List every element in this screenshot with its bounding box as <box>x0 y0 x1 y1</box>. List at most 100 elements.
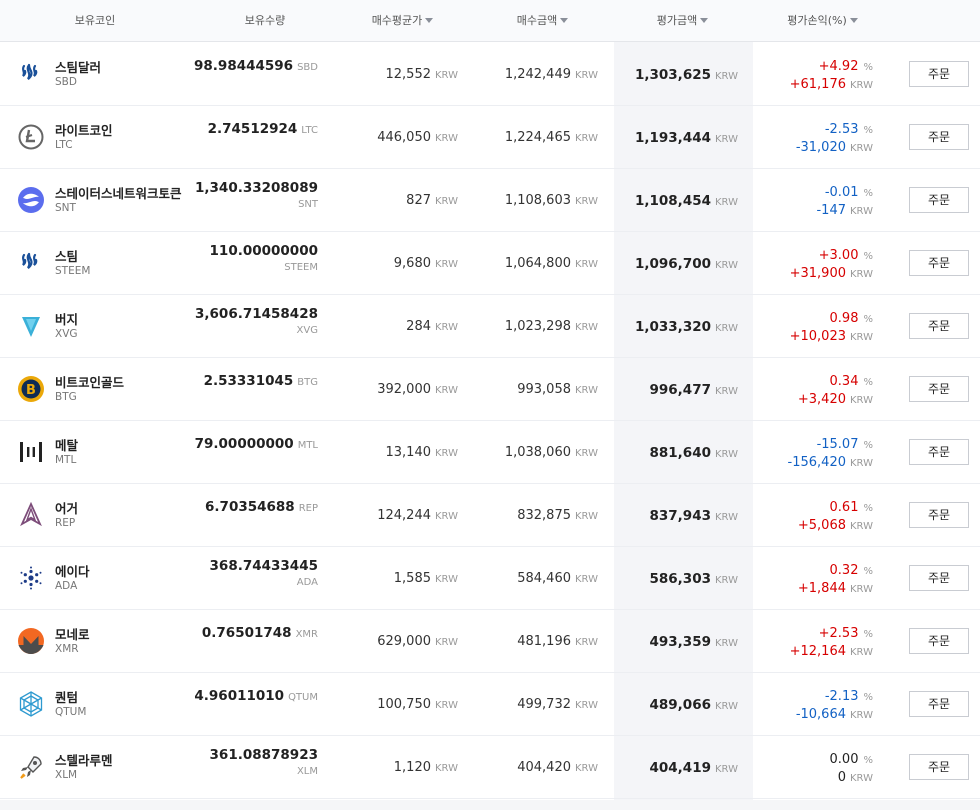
holding-qty: 1,340.33208089 SNT <box>195 180 318 210</box>
profit-krw: +10,023 <box>789 329 846 344</box>
profit-loss: -2.53% -31,020 KRW <box>795 122 873 155</box>
order-button[interactable]: 주문 <box>909 61 969 87</box>
order-button[interactable]: 주문 <box>909 187 969 213</box>
coin-name[interactable]: 메탈 <box>55 438 79 453</box>
order-button[interactable]: 주문 <box>909 439 969 465</box>
order-button[interactable]: 주문 <box>909 691 969 717</box>
eval-amount: 996,477 KRW <box>649 382 739 398</box>
eval-amount: 493,359 KRW <box>649 634 739 650</box>
profit-krw: -147 <box>816 203 846 218</box>
table-row: 에이다 ADA 368.74433445 ADA 1,585 KRW 584,460 KRW 5… <box>0 547 980 610</box>
monero-icon <box>17 627 45 655</box>
eval-amount-column-highlight <box>614 0 753 800</box>
table-row: 스테이터스네트워크토큰 SNT 1,340.33208089 SNT 827 KRW 1,1… <box>0 169 980 232</box>
profit-pct: +2.53 <box>818 626 859 641</box>
stellar-icon <box>17 753 45 781</box>
order-button[interactable]: 주문 <box>909 376 969 402</box>
buy-amount: 832,875 KRW <box>517 508 598 523</box>
sort-down-icon <box>560 18 569 23</box>
holding-qty: 2.74512924 LTC <box>207 121 318 137</box>
coin-name[interactable]: 스팀 <box>55 249 79 264</box>
header-eval-amount[interactable]: 평가금액 <box>630 0 735 42</box>
sort-down-icon <box>700 18 709 23</box>
eval-amount: 586,303 KRW <box>649 571 739 587</box>
coin-name[interactable]: 비트코인골드 <box>55 375 125 390</box>
buy-amount: 1,242,449 KRW <box>504 67 598 82</box>
coin-name[interactable]: 라이트코인 <box>55 123 113 138</box>
coin-symbol: REP <box>55 517 76 529</box>
holding-qty: 2.53331045 BTG <box>203 373 318 389</box>
profit-krw: +1,844 <box>797 581 846 596</box>
avg-buy-price: 100,750 KRW <box>377 697 458 712</box>
sort-down-icon <box>849 18 858 23</box>
steem-icon <box>17 249 45 277</box>
coin-symbol: SBD <box>55 76 77 88</box>
order-button[interactable]: 주문 <box>909 250 969 276</box>
coin-name[interactable]: 스팀달러 <box>55 60 102 75</box>
coin-name[interactable]: 에이다 <box>55 564 90 579</box>
svg-text:B: B <box>26 383 36 398</box>
coin-symbol: XMR <box>55 643 79 655</box>
profit-krw: +3,420 <box>797 392 846 407</box>
steem-dollars-icon <box>17 60 45 88</box>
eval-amount: 1,193,444 KRW <box>634 130 738 146</box>
profit-loss: +3.00% +31,900 KRW <box>789 248 873 281</box>
buy-amount: 499,732 KRW <box>517 697 598 712</box>
coin-name[interactable]: 스테이터스네트워크토큰 <box>55 186 182 201</box>
coin-name[interactable]: 모네로 <box>55 627 90 642</box>
profit-loss: -0.01% -147 KRW <box>816 185 873 218</box>
order-button[interactable]: 주문 <box>909 628 969 654</box>
coin-name[interactable]: 퀀텀 <box>55 690 79 705</box>
eval-amount: 1,108,454 KRW <box>634 193 738 209</box>
verge-icon <box>17 312 45 340</box>
eval-amount: 404,419 KRW <box>649 760 739 776</box>
coin-name[interactable]: 버지 <box>55 312 79 327</box>
avg-buy-price: 124,244 KRW <box>377 508 458 523</box>
profit-loss: +2.53% +12,164 KRW <box>789 626 873 659</box>
order-button[interactable]: 주문 <box>909 754 969 780</box>
coin-name[interactable]: 스텔라루멘 <box>55 753 113 768</box>
holding-qty: 361.08878923 XLM <box>209 747 318 777</box>
profit-loss: -2.13% -10,664 KRW <box>795 689 873 722</box>
profit-pct: 0.00 <box>829 752 859 767</box>
table-row: B 비트코인골드 BTG 2.53331045 BTG 392,000 KRW 993,058… <box>0 358 980 421</box>
avg-buy-price: 446,050 KRW <box>377 130 458 145</box>
avg-buy-price: 392,000 KRW <box>377 382 458 397</box>
profit-loss: 0.00% 0 KRW <box>829 752 873 785</box>
qtum-icon <box>17 690 45 718</box>
header-avg-price[interactable]: 매수평균가 <box>350 0 455 42</box>
order-button[interactable]: 주문 <box>909 124 969 150</box>
table-row: 라이트코인 LTC 2.74512924 LTC 446,050 KRW 1,224,465… <box>0 106 980 169</box>
eval-amount: 1,096,700 KRW <box>634 256 738 272</box>
buy-amount: 1,023,298 KRW <box>504 319 598 334</box>
table-header: 보유코인 보유수량 매수평균가 매수금액 평가금액 평가손익(%) <box>0 0 980 42</box>
profit-krw: +31,900 <box>789 266 846 281</box>
holding-qty: 110.00000000 STEEM <box>209 243 318 273</box>
buy-amount: 1,064,800 KRW <box>504 256 598 271</box>
avg-buy-price: 13,140 KRW <box>385 445 459 460</box>
header-buy-amount[interactable]: 매수금액 <box>490 0 595 42</box>
buy-amount: 993,058 KRW <box>517 382 598 397</box>
coin-symbol: SNT <box>55 202 76 214</box>
augur-icon <box>17 501 45 529</box>
coin-symbol: MTL <box>55 454 77 466</box>
buy-amount: 584,460 KRW <box>517 571 598 586</box>
header-profit[interactable]: 평가손익(%) <box>770 0 875 42</box>
profit-loss: -15.07% -156,420 KRW <box>787 437 873 470</box>
table-row: 메탈 MTL 79.00000000 MTL 13,140 KRW 1,038,060 KRW… <box>0 421 980 484</box>
header-coin: 보유코인 <box>74 14 116 27</box>
profit-krw: -31,020 <box>795 140 846 155</box>
coin-name[interactable]: 어거 <box>55 501 79 516</box>
profit-krw: +61,176 <box>789 77 846 92</box>
profit-pct: -0.01 <box>824 185 859 200</box>
order-button[interactable]: 주문 <box>909 502 969 528</box>
avg-buy-price: 9,680 KRW <box>393 256 458 271</box>
order-button[interactable]: 주문 <box>909 565 969 591</box>
profit-krw: 0 <box>837 770 846 785</box>
profit-loss: 0.98% +10,023 KRW <box>789 311 873 344</box>
order-button[interactable]: 주문 <box>909 313 969 339</box>
holding-qty: 79.00000000 MTL <box>194 436 318 452</box>
metal-icon <box>17 438 45 466</box>
avg-buy-price: 629,000 KRW <box>377 634 458 649</box>
bitcoin-gold-icon: B <box>17 375 45 403</box>
